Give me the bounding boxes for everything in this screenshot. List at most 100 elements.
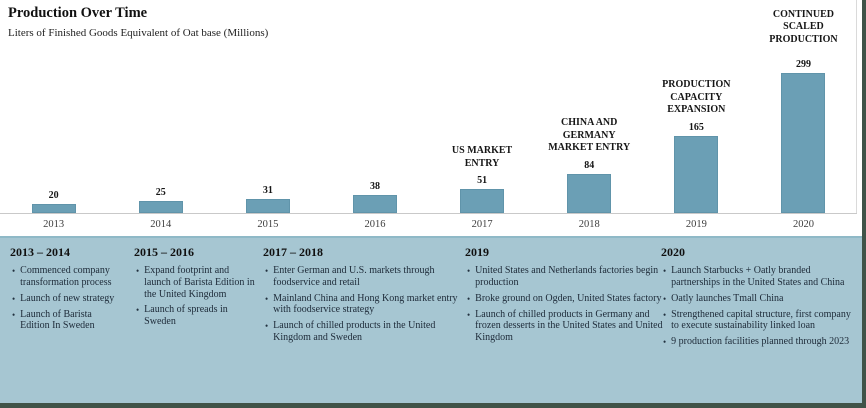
bar bbox=[31, 203, 76, 213]
bar-value-label: 38 bbox=[369, 181, 380, 193]
bar bbox=[352, 195, 397, 213]
bar-column: 25 bbox=[107, 0, 214, 213]
bullet-text: Broke ground on Ogden, United States fac… bbox=[475, 292, 662, 304]
bar-value-label: 20 bbox=[48, 189, 59, 201]
timeline-column: 2020 • Launch Starbucks + Oatly branded pa… bbox=[661, 245, 861, 352]
timeline-period: 2017 – 2018 bbox=[263, 245, 323, 259]
x-axis-label: 2017 bbox=[471, 219, 493, 230]
bullet-icon: • bbox=[265, 293, 269, 304]
timeline-bullet: • 9 production facilities planned through… bbox=[661, 336, 861, 348]
bullet-icon: • bbox=[467, 266, 471, 276]
bar-annotation: PRODUCTION CAPACITY EXPANSION bbox=[662, 79, 731, 116]
timeline-column: 2017 – 2018 • Enter German and U.S. market… bbox=[263, 245, 459, 348]
timeline-column: 2019 • United States and Netherlands facto… bbox=[465, 245, 665, 348]
bullet-icon: • bbox=[12, 309, 16, 320]
timeline-bullet: • Launch of Barista Edition In Sweden bbox=[10, 309, 118, 333]
bar-annotation: CONTINUED SCALED PRODUCTION bbox=[769, 8, 838, 45]
bar-annotation: US MARKET ENTRY bbox=[451, 145, 513, 169]
bar-column: 38 bbox=[321, 0, 428, 213]
timeline-bullet: • Commenced company transformation proces… bbox=[10, 265, 118, 289]
bar bbox=[138, 201, 183, 213]
timeline-bullet: • Launch of chilled products in the Unite… bbox=[263, 320, 459, 344]
timeline-period: 2013 – 2014 bbox=[10, 245, 70, 259]
bar-column: 31 bbox=[214, 0, 321, 213]
bar-value-label: 31 bbox=[262, 184, 273, 196]
timeline-column: 2015 – 2016 • Expand footprint and launch … bbox=[134, 245, 258, 332]
bar bbox=[781, 73, 826, 213]
bullet-text: Oatly launches Tmall China bbox=[671, 292, 784, 304]
bullet-icon: • bbox=[12, 293, 16, 304]
bar bbox=[567, 173, 612, 213]
bullet-text: Launch of spreads in Sweden bbox=[144, 304, 228, 328]
bullet-icon: • bbox=[136, 266, 140, 276]
bullet-icon: • bbox=[12, 266, 16, 276]
page-subtitle: Liters of Finished Goods Equivalent of O… bbox=[8, 27, 269, 39]
timeline-period: 2015 – 2016 bbox=[134, 245, 194, 259]
bullet-icon: • bbox=[467, 309, 471, 320]
bullet-text: Strengthened capital structure, first co… bbox=[671, 308, 851, 332]
x-axis-label: 2016 bbox=[364, 219, 386, 230]
bullet-text: Expand footprint and launch of Barista E… bbox=[144, 265, 255, 300]
bottom-edge-strip bbox=[0, 403, 866, 408]
bullet-text: United States and Netherlands factories … bbox=[475, 265, 659, 288]
bar bbox=[245, 198, 290, 213]
bullet-icon: • bbox=[663, 266, 667, 276]
timeline-bullet: • Broke ground on Ogden, United States fa… bbox=[465, 293, 665, 305]
timeline-panel: 2013 – 2014 • Commenced company transforma… bbox=[0, 236, 866, 403]
timeline-bullet: • Mainland China and Hong Kong market ent… bbox=[263, 293, 459, 317]
timeline-bullets: • Launch Starbucks + Oatly branded partne… bbox=[661, 265, 861, 348]
x-axis-label: 2014 bbox=[150, 219, 172, 230]
bullet-text: Commenced company transformation process bbox=[20, 265, 112, 288]
timeline-bullets: • Expand footprint and launch of Barista … bbox=[134, 265, 258, 328]
bullet-icon: • bbox=[265, 266, 269, 276]
bullet-icon: • bbox=[136, 305, 140, 316]
bar-value-label: 25 bbox=[155, 187, 166, 199]
timeline-bullet: • Strengthened capital structure, first c… bbox=[661, 309, 861, 333]
timeline-bullet: • Launch of chilled products in Germany a… bbox=[465, 309, 665, 344]
bullet-text: Launch of chilled products in Germany an… bbox=[475, 308, 663, 344]
timeline-bullet: • Expand footprint and launch of Barista … bbox=[134, 265, 258, 300]
x-axis-label: 2015 bbox=[257, 219, 279, 230]
bar-value-label: 51 bbox=[477, 175, 488, 187]
bar-chart: 20 25 31 38 US MARKET ENTRY 51 CHINA AND GERMA… bbox=[0, 0, 857, 238]
timeline-period: 2020 bbox=[661, 245, 685, 259]
bar-column: CONTINUED SCALED PRODUCTION 299 bbox=[750, 0, 857, 213]
bullet-text: Launch of chilled products in the United… bbox=[273, 320, 436, 343]
bar-column: 20 bbox=[0, 0, 107, 213]
bullet-text: Launch Starbucks + Oatly branded partner… bbox=[671, 265, 845, 288]
timeline-bullets: • Commenced company transformation proces… bbox=[10, 265, 118, 332]
timeline-bullets: • United States and Netherlands factories… bbox=[465, 265, 665, 344]
timeline-column: 2013 – 2014 • Commenced company transforma… bbox=[10, 245, 118, 336]
bullet-text: Launch of Barista Edition In Sweden bbox=[20, 308, 95, 332]
bar-column: PRODUCTION CAPACITY EXPANSION 165 bbox=[643, 0, 750, 213]
bullet-text: Enter German and U.S. markets through fo… bbox=[273, 265, 435, 288]
bullet-icon: • bbox=[663, 309, 667, 320]
x-axis-row: 2013 2014 2015 2016 2017 2018 2019 2020 bbox=[0, 213, 857, 238]
bullet-icon: • bbox=[265, 321, 269, 332]
bullet-text: Launch of new strategy bbox=[20, 292, 115, 304]
bars-row: 20 25 31 38 US MARKET ENTRY 51 CHINA AND GERMA… bbox=[0, 0, 857, 213]
bar-value-label: 84 bbox=[584, 159, 595, 171]
timeline-bullet: • Launch of new strategy bbox=[10, 293, 118, 305]
bullet-icon: • bbox=[663, 293, 667, 304]
bar bbox=[460, 189, 505, 213]
bar-column: CHINA AND GERMANY MARKET ENTRY 84 bbox=[536, 0, 643, 213]
bar-annotation: CHINA AND GERMANY MARKET ENTRY bbox=[548, 117, 631, 154]
timeline-bullet: • Launch of spreads in Sweden bbox=[134, 304, 258, 328]
right-edge-strip bbox=[862, 0, 866, 408]
x-axis-label: 2018 bbox=[578, 219, 600, 230]
timeline-bullets: • Enter German and U.S. markets through f… bbox=[263, 265, 459, 344]
bullet-icon: • bbox=[663, 337, 667, 348]
timeline-bullet: • Enter German and U.S. markets through f… bbox=[263, 265, 459, 289]
page-title: Production Over Time bbox=[8, 5, 148, 21]
timeline-bullet: • Launch Starbucks + Oatly branded partne… bbox=[661, 265, 861, 289]
plot-right-border bbox=[856, 0, 857, 213]
bar-column: US MARKET ENTRY 51 bbox=[429, 0, 536, 213]
bar-value-label: 299 bbox=[795, 59, 811, 70]
bullet-icon: • bbox=[467, 293, 471, 304]
bar bbox=[674, 135, 719, 213]
x-axis-label: 2020 bbox=[792, 219, 814, 230]
x-axis-label: 2013 bbox=[43, 219, 65, 230]
bullet-text: Mainland China and Hong Kong market entr… bbox=[273, 292, 458, 316]
